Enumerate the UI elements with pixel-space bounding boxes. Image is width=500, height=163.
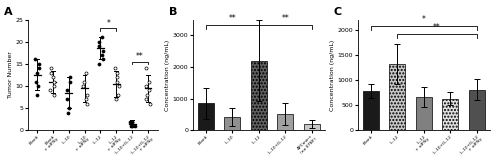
Text: *: *: [106, 19, 110, 28]
Text: **: **: [228, 14, 236, 23]
Text: **: **: [433, 23, 441, 32]
Bar: [363, 91, 378, 130]
Bar: [416, 97, 432, 130]
Bar: [390, 64, 405, 130]
Bar: [304, 124, 320, 130]
Text: A: A: [4, 7, 12, 17]
Bar: [224, 117, 240, 130]
Y-axis label: Concentration (ng/mL): Concentration (ng/mL): [330, 39, 335, 111]
Y-axis label: Tumor Number: Tumor Number: [8, 52, 12, 98]
Bar: [469, 90, 484, 130]
Bar: [251, 61, 266, 130]
Text: *: *: [422, 15, 426, 24]
Text: C: C: [334, 7, 342, 17]
Text: B: B: [168, 7, 177, 17]
Bar: [278, 114, 293, 130]
Bar: [442, 99, 458, 130]
Bar: [198, 104, 214, 130]
Y-axis label: Concentration (ng/mL): Concentration (ng/mL): [165, 39, 170, 111]
Text: **: **: [282, 14, 289, 23]
Text: **: **: [136, 52, 144, 61]
